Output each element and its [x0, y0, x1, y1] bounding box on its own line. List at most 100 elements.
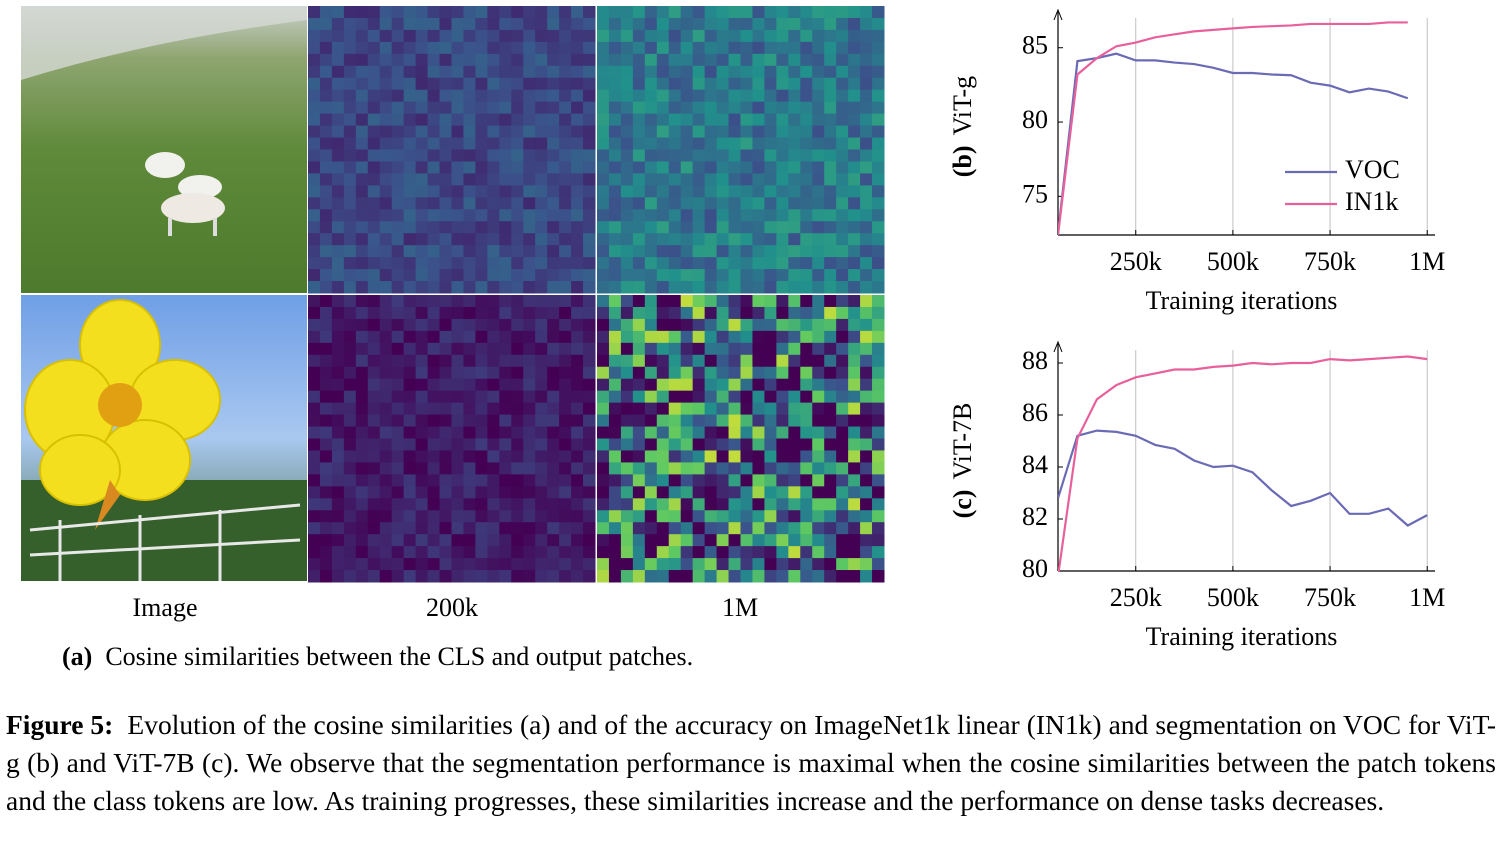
heatmap-cell — [523, 318, 536, 332]
heatmap-cell — [475, 245, 488, 258]
heatmap-cell — [872, 306, 885, 320]
heatmap-cell — [704, 137, 718, 150]
heatmap-cell — [680, 438, 694, 451]
heatmap-cell — [656, 402, 670, 416]
heatmap-cell — [848, 558, 861, 571]
heatmap-cell — [860, 65, 873, 79]
heatmap-cell — [559, 558, 572, 571]
heatmap-cell — [308, 137, 321, 150]
heatmap-cell — [836, 6, 849, 19]
heatmap-cell — [343, 570, 357, 583]
heatmap-cell — [463, 89, 476, 103]
heatmap-cell — [511, 366, 524, 380]
heatmap-cell — [379, 233, 393, 246]
heatmap-cell — [331, 318, 345, 332]
heatmap-cell — [597, 534, 610, 547]
heatmap-cell — [499, 245, 512, 258]
heatmap-cell — [535, 414, 548, 428]
heatmap-cell — [680, 17, 694, 31]
heatmap-cell — [523, 257, 536, 270]
heatmap-cell — [620, 29, 634, 43]
heatmap-cell — [523, 6, 536, 19]
heatmap-cell — [860, 414, 873, 428]
heatmap-cell — [764, 498, 777, 511]
heatmap-cell — [439, 534, 452, 547]
heatmap-cell — [824, 318, 837, 332]
heatmap-cell — [632, 426, 646, 439]
heatmap-cell — [764, 113, 777, 127]
heatmap-cell — [391, 510, 405, 523]
heatmap-cell — [644, 269, 658, 282]
heatmap-cell — [391, 161, 405, 174]
heatmap-cell — [583, 558, 596, 571]
heatmap-cell — [812, 366, 825, 380]
y-tick-label: 88 — [1022, 346, 1048, 375]
heatmap-cell — [367, 6, 381, 19]
heatmap-cell — [415, 318, 429, 332]
heatmap-cell — [559, 209, 572, 222]
heatmap-cell — [319, 161, 333, 174]
heatmap-cell — [331, 17, 345, 31]
heatmap-cell — [668, 474, 682, 487]
heatmap-cell — [583, 342, 596, 356]
heatmap-cell — [752, 6, 765, 19]
heatmap-cell — [308, 77, 321, 91]
heatmap-cell — [571, 6, 584, 19]
heatmap-cell — [836, 197, 849, 210]
heatmap-cell — [571, 366, 584, 380]
heatmap-cell — [848, 281, 861, 294]
heatmap-cell — [355, 438, 369, 451]
heatmap-cell — [379, 29, 393, 43]
heatmap-cell — [583, 366, 596, 380]
heatmap-cell — [716, 295, 730, 308]
heatmap-cell — [463, 29, 476, 43]
heatmap-cell — [644, 197, 658, 210]
heatmap-cell — [704, 378, 718, 392]
heatmap-cell — [583, 89, 596, 103]
heatmap-cell — [740, 221, 753, 234]
heatmap-cell — [487, 245, 500, 258]
heatmap-cell — [728, 269, 741, 282]
heatmap-cell — [740, 390, 753, 404]
heatmap-cell — [836, 306, 849, 320]
heatmap-cell — [451, 342, 464, 356]
heatmap-cell — [331, 534, 345, 547]
heatmap-cell — [511, 474, 524, 487]
heatmap-cell — [620, 65, 634, 79]
heatmap-cell — [668, 29, 682, 43]
subcaption-text: Cosine similarities between the CLS and … — [105, 642, 694, 671]
heatmap-cell — [523, 474, 536, 487]
heatmap-cell — [824, 402, 837, 416]
heatmap-cell — [656, 366, 670, 380]
heatmap-cell — [583, 402, 596, 416]
heatmap-cell — [668, 209, 682, 222]
heatmap-cell — [752, 89, 765, 103]
heatmap-cell — [535, 330, 548, 344]
heatmap-cell — [776, 185, 789, 198]
heatmap-cell — [632, 474, 646, 487]
heatmap-cell — [620, 101, 634, 115]
heatmap-cell — [716, 197, 730, 210]
heatmap-cell — [535, 185, 548, 198]
heatmap-cell — [644, 378, 658, 392]
heatmap-cell — [439, 137, 452, 150]
heatmap-cell — [608, 295, 622, 308]
heatmap-cell — [319, 233, 333, 246]
heatmap-cell — [608, 221, 622, 234]
heatmap-cell — [355, 378, 369, 392]
heatmap-cell — [499, 498, 512, 511]
heatmap-cell — [367, 233, 381, 246]
heatmap-cell — [439, 510, 452, 523]
heatmap-cell — [620, 522, 634, 535]
heatmap-cell — [692, 65, 706, 79]
heatmap-cell — [355, 221, 369, 234]
heatmap-cell — [608, 89, 622, 103]
heatmap-cell — [824, 534, 837, 547]
heatmap-cell — [776, 173, 789, 186]
heatmap-cell — [848, 65, 861, 79]
heatmap-cell — [692, 197, 706, 210]
heatmap-cell — [415, 233, 429, 246]
heatmap-cell — [764, 161, 777, 174]
heatmap-cell — [547, 89, 560, 103]
heatmap-cell — [644, 390, 658, 404]
